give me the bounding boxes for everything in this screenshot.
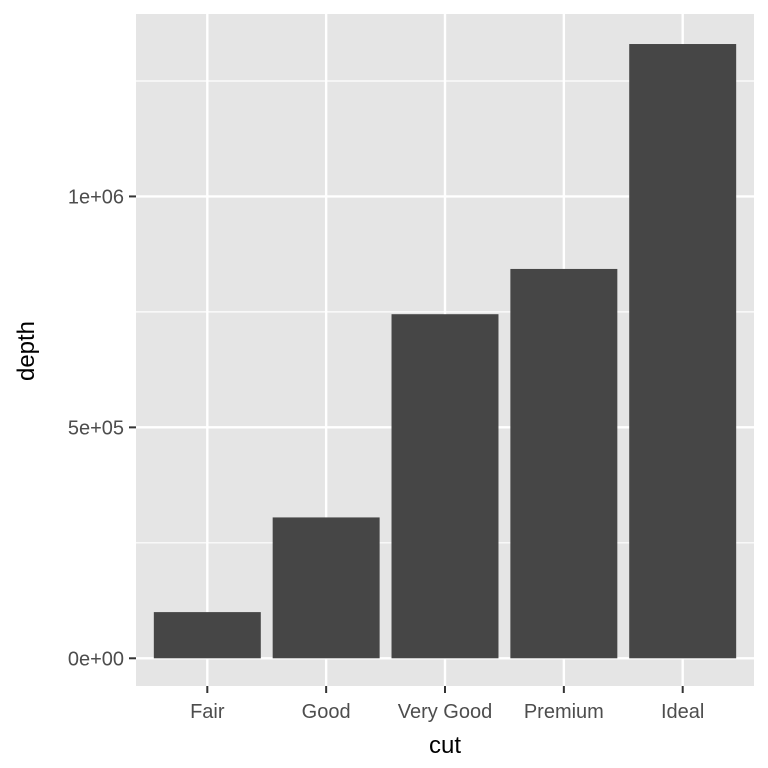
bar-ideal bbox=[629, 44, 737, 659]
x-axis-title: cut bbox=[429, 732, 461, 759]
bar-good bbox=[272, 517, 380, 659]
y-axis-title: depth bbox=[13, 321, 40, 381]
bar-very-good bbox=[391, 314, 499, 659]
x-tick-label: Ideal bbox=[661, 701, 704, 723]
x-axis: Fair Good Very Good Premium Ideal bbox=[190, 686, 704, 723]
y-tick-label: 5e+05 bbox=[68, 417, 124, 439]
x-tick-label: Very Good bbox=[398, 701, 493, 723]
bar-premium bbox=[510, 268, 618, 659]
x-tick-label: Fair bbox=[190, 701, 225, 723]
bars bbox=[153, 44, 737, 659]
y-tick-label: 1e+06 bbox=[68, 186, 124, 208]
y-tick-label: 0e+00 bbox=[68, 648, 124, 670]
y-axis: 0e+00 5e+05 1e+06 bbox=[68, 186, 136, 670]
x-tick-label: Good bbox=[302, 701, 351, 723]
x-tick-label: Premium bbox=[524, 701, 604, 723]
bar-fair bbox=[153, 612, 261, 659]
